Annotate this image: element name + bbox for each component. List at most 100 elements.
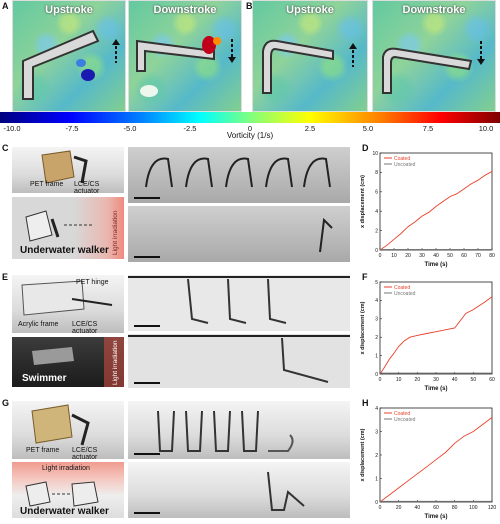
y-tick-label: 4 [375,298,378,304]
panel-label-g: G [2,398,10,408]
series-line-coated [379,171,493,251]
walker-device-photo: PET frame LCE/CS actuator [12,147,124,193]
y-tick-label: 8 [375,170,378,176]
walker-sequence-uncoated [128,206,350,262]
x-tick-label: 80 [452,505,458,511]
panel-label-f: F [362,272,368,282]
pet-frame-label: PET frame [30,181,64,188]
x-tick-label: 0 [379,505,382,511]
x-tick-label: 40 [433,253,439,259]
y-tick-label: 2 [375,335,378,341]
y-tick-label: 5 [375,280,378,286]
x-tick-label: 20 [405,253,411,259]
walker-sequence-coated [128,147,350,203]
actuator-label: LCE/CS actuator [72,447,98,459]
vorticity-title: Upstroke [45,4,93,16]
vorticity-title: Upstroke [286,4,334,16]
walker-caption: Underwater walker [20,245,109,256]
legend-label: Uncoated [394,162,416,168]
series-line-coated [379,296,493,375]
colorbar-tick: 5.0 [362,124,374,133]
colorbar-tick: 7.5 [422,124,434,133]
swimmer-sequence-coated [128,275,350,331]
y-tick-label: 1 [375,353,378,359]
swimmer-sequence-uncoated [128,334,350,388]
x-tick-label: 0 [379,377,382,383]
y-tick-label: 3 [375,429,378,435]
displacement-chart-d: 0 10 20 30 40 50 60 70 80 0 2 4 6 8 10 Time (s) x displa… [360,151,495,268]
swimmer-caption: Swimmer [22,373,67,384]
x-tick-label: 100 [469,505,478,511]
colorbar-tick: -5.0 [123,124,137,133]
y-tick-label: 4 [375,209,378,215]
y-tick-label: 10 [372,151,378,157]
x-tick-label: 80 [489,253,495,259]
colorbar-label: Vorticity (1/s) [226,131,274,140]
walker2-caption: Underwater walker [20,506,109,517]
x-tick-label: 0 [379,253,382,259]
x-tick-label: 10 [396,377,402,383]
x-tick-label: 20 [396,505,402,511]
panel-label-c: C [2,143,9,153]
legend-label: Coated [394,285,410,291]
vorticity-upstroke-b: Upstroke [252,0,368,112]
panel-label-h: H [362,398,369,408]
walker2-device-photo: PET frame LCE/CS actuator [12,401,124,459]
x-axis-label: Time (s) [425,386,448,392]
light-irradiation-label: Light irradiation [42,465,90,472]
scale-bar [134,256,160,258]
scale-bar [134,382,160,384]
colorbar-tick: -2.5 [183,124,197,133]
x-tick-label: 50 [447,253,453,259]
y-axis-label: x displacement (cm) [360,301,366,354]
scale-bar [134,197,160,199]
wing-sketch [262,39,357,94]
displacement-chart-h: 0 20 40 60 80 100 120 0 1 2 3 4 Time (s) x displaceme… [360,406,496,520]
x-tick-label: 60 [461,253,467,259]
x-tick-label: 20 [415,377,421,383]
panel-label-a: A [2,1,9,11]
x-tick-label: 30 [419,253,425,259]
x-tick-label: 50 [471,377,477,383]
y-tick-label: 0 [375,500,378,506]
x-tick-label: 60 [433,505,439,511]
pet-frame-label: PET frame [26,447,60,454]
wing-sketch [382,41,485,94]
y-tick-label: 2 [375,453,378,459]
actuator-label: LCE/CS actuator [72,321,98,333]
vorticity-colorbar [0,112,500,123]
actuator-label: LCE/CS actuator [74,181,100,193]
wing-sketch [136,36,236,97]
colorbar-tick: -7.5 [65,124,79,133]
y-axis-label: x displacement (cm) [360,175,366,228]
x-axis-label: Time (s) [425,262,448,268]
x-tick-label: 40 [452,377,458,383]
panel-label-e: E [2,272,9,282]
x-tick-label: 40 [415,505,421,511]
colorbar-tick: 2.5 [304,124,316,133]
x-tick-label: 60 [489,377,495,383]
panel-label-b: B [246,1,253,11]
light-irradiation-label: Light irradiation [112,340,119,385]
acrylic-frame-label: Acrylic frame [18,321,59,328]
colorbar-tick: 0 [247,124,253,133]
series-line-coated [379,417,493,503]
x-tick-label: 30 [433,377,439,383]
walker2-sequence-uncoated [128,462,350,518]
y-tick-label: 0 [375,372,378,378]
y-tick-label: 6 [375,190,378,196]
x-axis-label: Time (s) [425,514,448,520]
legend-label: Uncoated [394,291,416,297]
walker2-sequence-coated [128,401,350,459]
swimmer-device-photo: PET hinge Acrylic frame LCE/CS actuator [12,275,124,333]
x-tick-label: 70 [475,253,481,259]
swimmer-light-photo: Swimmer Light irradiation [12,337,124,387]
y-axis-label: x displacement (cm) [360,428,366,481]
legend-label: Coated [394,411,410,417]
y-tick-label: 1 [375,476,378,482]
pet-hinge-label: PET hinge [76,279,109,286]
colorbar-tick: -10.0 [3,124,21,133]
scale-bar [134,512,160,514]
legend-label: Coated [394,156,410,162]
vorticity-downstroke-b: Downstroke [372,0,496,112]
